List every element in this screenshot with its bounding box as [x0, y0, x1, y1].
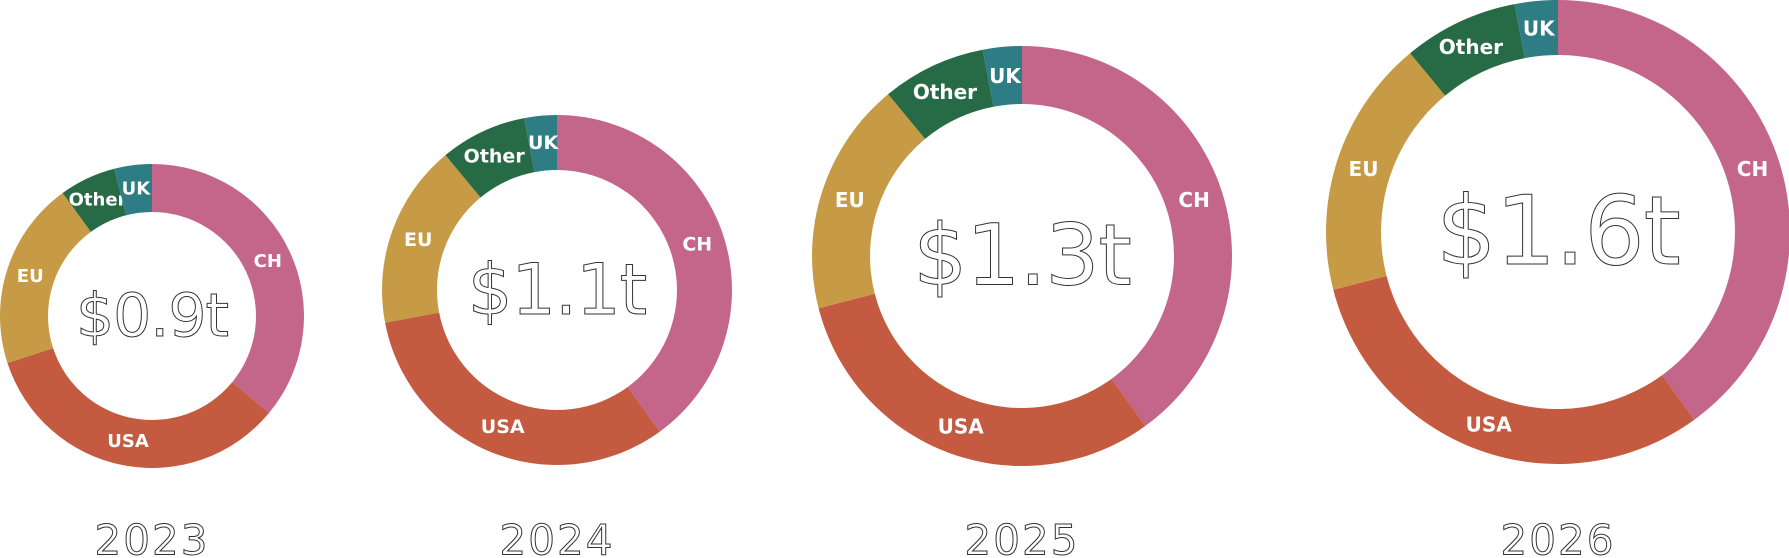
donut-chart-2026: CH USA EU Other UK $1.6t 2026 — [1326, 0, 1789, 558]
slice-label-uk-2023: UK — [122, 179, 152, 200]
year-label-2026: 2026 — [1501, 516, 1616, 558]
slice-label-eu-2023: EU — [17, 266, 44, 287]
slice-label-eu-2025: EU — [835, 188, 865, 212]
slice-usa-2023 — [7, 348, 270, 469]
slice-eu-2023 — [0, 193, 91, 363]
slice-label-ch-2025: CH — [1178, 188, 1209, 212]
total-label-2023: $0.9t — [76, 281, 229, 351]
year-label-2023: 2023 — [95, 516, 210, 558]
slice-label-uk-2025: UK — [989, 64, 1022, 88]
slice-label-other-2026: Other — [1439, 35, 1503, 59]
donut-chart-2025: CH USA EU Other UK $1.3t 2025 — [812, 46, 1233, 558]
slice-label-eu-2026: EU — [1349, 157, 1379, 181]
total-label-2025: $1.3t — [913, 207, 1131, 306]
slice-ch-2023 — [152, 164, 305, 413]
slice-ch-2026 — [1558, 0, 1789, 420]
slice-label-eu-2024: EU — [404, 229, 432, 251]
slice-label-other-2024: Other — [464, 146, 526, 168]
slice-label-usa-2024: USA — [481, 416, 525, 438]
slice-eu-2026 — [1326, 53, 1446, 290]
slice-uk-2025 — [982, 46, 1022, 107]
slice-label-ch-2024: CH — [682, 233, 712, 255]
slice-ch-2025 — [1022, 46, 1233, 426]
slice-other-2023 — [62, 168, 127, 232]
slice-uk-2024 — [524, 115, 557, 173]
slice-label-ch-2023: CH — [254, 251, 282, 272]
total-label-2026: $1.6t — [1436, 177, 1680, 287]
slice-usa-2025 — [818, 293, 1146, 467]
slice-other-2025 — [888, 49, 994, 139]
slice-other-2026 — [1410, 4, 1525, 96]
slice-label-other-2025: Other — [913, 80, 977, 104]
slice-ch-2024 — [557, 115, 732, 432]
slice-eu-2025 — [812, 94, 926, 309]
slice-usa-2026 — [1333, 276, 1695, 465]
slice-label-usa-2026: USA — [1466, 412, 1513, 436]
slice-uk-2026 — [1514, 0, 1558, 59]
slice-label-usa-2025: USA — [938, 414, 985, 438]
slice-label-uk-2024: UK — [528, 132, 559, 154]
slice-uk-2023 — [114, 164, 152, 216]
total-label-2024: $1.1t — [468, 249, 646, 331]
slice-label-usa-2023: USA — [107, 431, 149, 452]
slice-label-uk-2026: UK — [1523, 16, 1556, 40]
year-label-2025: 2025 — [965, 516, 1080, 558]
slice-other-2024 — [445, 118, 535, 198]
slice-label-other-2023: Other — [69, 190, 127, 211]
slice-label-ch-2026: CH — [1737, 157, 1768, 181]
slice-eu-2024 — [382, 155, 481, 323]
slice-usa-2024 — [385, 312, 660, 465]
year-label-2024: 2024 — [500, 516, 615, 558]
